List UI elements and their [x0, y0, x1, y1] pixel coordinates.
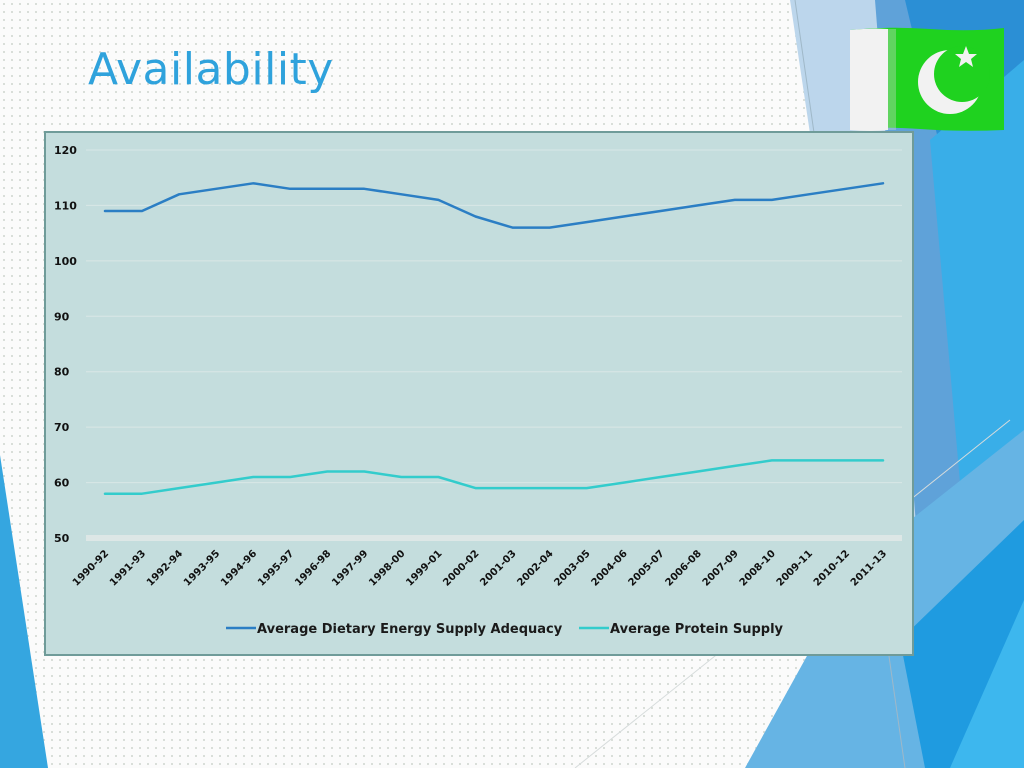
x-tick-label: 1996-98 [293, 548, 333, 588]
y-tick-label: 100 [54, 255, 77, 268]
x-axis-baseline [86, 535, 902, 541]
x-tick-label: 2009-11 [775, 548, 815, 588]
y-tick-label: 120 [54, 144, 77, 157]
x-tick-label: 2006-08 [664, 548, 704, 588]
line-chart: 50 60 70 80 90 100 110 120 1990-92 1991-93 1992-9… [44, 131, 914, 656]
x-tick-label: 1997-99 [330, 548, 370, 588]
x-tick-label: 2007-09 [701, 548, 741, 588]
legend: Average Dietary Energy Supply Adequacy Av… [226, 622, 784, 637]
legend-label: Average Dietary Energy Supply Adequacy [257, 622, 563, 637]
x-tick-label: 1999-01 [404, 548, 444, 588]
x-tick-label: 2008-10 [738, 548, 778, 588]
x-tick-label: 2004-06 [590, 548, 630, 588]
x-tick-label: 2010-12 [812, 548, 852, 588]
x-tick-label: 2005-07 [627, 548, 667, 588]
y-tick-label: 70 [54, 421, 70, 434]
x-axis: 1990-921991-931992-941993-951994-961995-… [71, 548, 889, 588]
y-axis: 50 60 70 80 90 100 110 120 [54, 144, 77, 545]
legend-label: Average Protein Supply [610, 622, 784, 637]
x-tick-label: 1991-93 [108, 548, 148, 588]
series-lines [103, 182, 885, 495]
x-tick-label: 1992-94 [145, 548, 185, 588]
y-tick-label: 110 [54, 199, 77, 212]
x-tick-label: 1995-97 [256, 548, 296, 588]
series-line-1 [103, 182, 885, 229]
gridlines [86, 149, 902, 541]
chart-canvas: 50 60 70 80 90 100 110 120 1990-921991-931992-9… [54, 144, 902, 637]
x-tick-label: 2003-05 [553, 548, 593, 588]
x-tick-label: 1990-92 [71, 548, 111, 588]
x-tick-label: 2001-03 [478, 548, 518, 588]
x-tick-label: 1993-95 [182, 548, 222, 588]
y-tick-label: 90 [54, 310, 70, 323]
x-tick-label: 1994-96 [219, 548, 259, 588]
x-tick-label: 2011-13 [849, 548, 889, 588]
y-tick-label: 80 [54, 366, 70, 379]
series-line-2 [103, 459, 885, 495]
pakistan-flag-icon [850, 27, 1004, 132]
x-tick-label: 2002-04 [515, 548, 555, 588]
x-tick-label: 2000-02 [441, 548, 481, 588]
slide-title: Availability [88, 44, 334, 95]
y-tick-label: 50 [54, 532, 70, 545]
y-tick-label: 60 [54, 477, 70, 490]
x-tick-label: 1998-00 [367, 548, 407, 588]
